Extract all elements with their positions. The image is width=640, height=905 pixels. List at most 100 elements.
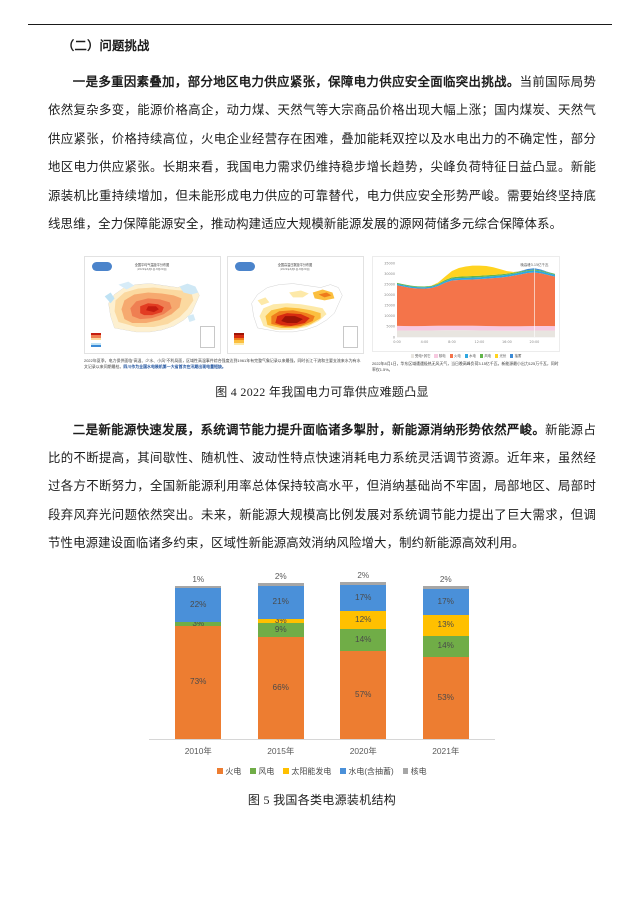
bar-top-label: 2% [357, 570, 370, 580]
legend-label: 核电 [438, 354, 446, 359]
generation-mix-legend-item: 火电 [217, 766, 241, 777]
svg-text:5000: 5000 [386, 325, 395, 329]
generation-mix-legend-item: 太阳能发电 [283, 766, 331, 777]
legend-label: 风电 [484, 354, 492, 359]
map-temperature-colorbar [91, 333, 101, 348]
generation-mix-legend-item: 水电(含抽蓄) [340, 766, 394, 777]
bar-segment: 9% [257, 623, 304, 638]
legend-label: 核电 [410, 766, 427, 776]
maps-caption-highlight: 四川作为全国水电装机第一大省首次在汛期出现电量短缺。 [123, 364, 226, 370]
load-curve-legend-item: 光伏 [495, 353, 506, 358]
legend-swatch [434, 354, 438, 358]
load-curve-chart: 0 5000 10000 15000 20000 25000 30000 35000 0:00 4… [372, 256, 560, 353]
section-heading: （二）问题挑战 [62, 39, 150, 53]
legend-swatch [449, 354, 453, 358]
bar-segment [422, 586, 469, 590]
bar-segment [175, 586, 222, 588]
bar-segment: 17% [422, 589, 469, 616]
map-temperature-anomaly: 全国平均气温距平分布图 （2022年6月1日-8月29日） [84, 256, 221, 355]
bar-segment: 12% [340, 610, 387, 630]
svg-text:30000: 30000 [384, 272, 395, 276]
bar-segment: 3% [257, 618, 304, 624]
figure-4-area-panel: 0 5000 10000 15000 20000 25000 30000 35000 0:00 4… [372, 256, 560, 372]
bar-segment: 14% [340, 629, 387, 651]
bar-stack: 22% 3% 73% [175, 586, 222, 739]
bar-column[interactable]: 2% 17% 12% 14% 57% [340, 570, 387, 739]
bar-column[interactable]: 1% 22% 3% 73% [175, 575, 222, 739]
maps-row: 全国平均气温距平分布图 （2022年6月1日-8月29日） [84, 256, 364, 355]
bar-top-label: 2% [274, 572, 287, 582]
figure-5: 1% 22% 3% 73% 2% 21% 3% 9% 66% 2% 17% 12% 14% 57% 2% 17… [48, 570, 596, 777]
bar-segment: 66% [257, 637, 304, 739]
svg-text:20:00: 20:00 [530, 340, 540, 344]
svg-text:全国高温日数距平分布图: 全国高温日数距平分布图 [278, 262, 313, 267]
map-inset-south-sea [343, 326, 358, 349]
bar-segment: 57% [340, 650, 387, 739]
svg-text:25000: 25000 [384, 283, 395, 287]
legend-label: 火电 [454, 354, 461, 359]
legend-swatch [340, 768, 346, 774]
legend-label: 太阳能发电 [291, 766, 332, 776]
svg-text:（2022年6月1日-8月29日）: （2022年6月1日-8月29日） [135, 267, 168, 271]
generation-mix-legend-item: 核电 [402, 766, 427, 777]
legend-label: 水电(含抽蓄) [348, 766, 394, 776]
bar-top-label: 1% [192, 575, 205, 585]
bar-segment: 73% [175, 626, 222, 739]
maps-caption: 2022年夏季，电力保供面临“高温、少水、小风”不利局面，区域性高温事件综合强度… [84, 358, 364, 369]
legend-swatch [250, 768, 256, 774]
cma-logo-icon [92, 262, 112, 272]
paragraph-2-lead: 二是新能源快速发展，系统调节能力提升面临诸多掣肘，新能源消纳形势依然严峻。 [72, 422, 546, 437]
bar-column[interactable]: 2% 21% 3% 9% 66% [257, 572, 304, 739]
svg-text:0: 0 [393, 336, 395, 340]
maps-caption-text: 2022年夏季，电力保供面临“高温、少水、小风”不利局面，区域性高温事件综合强度… [84, 358, 361, 370]
load-curve-legend-item: 水电 [464, 353, 476, 359]
x-axis-tick: 2010年 [184, 745, 212, 756]
svg-text:20000: 20000 [384, 293, 395, 297]
bar-segment: 22% [175, 587, 222, 622]
bar-stack: 17% 13% 14% 53% [422, 586, 469, 739]
generation-mix-chart: 1% 22% 3% 73% 2% 21% 3% 9% 66% 2% 17% 12% 14% 57% 2% 17… [149, 570, 495, 777]
svg-text:全国平均气温距平分布图: 全国平均气温距平分布图 [135, 262, 170, 267]
figure-4-maps-panel: 全国平均气温距平分布图 （2022年6月1日-8月29日） [84, 256, 364, 370]
svg-text:晚高峰3.15亿千瓦: 晚高峰3.15亿千瓦 [520, 262, 549, 267]
generation-mix-plot: 1% 22% 3% 73% 2% 21% 3% 9% 66% 2% 17% 12% 14% 57% 2% 17… [149, 570, 495, 740]
x-axis-tick: 2015年 [267, 745, 295, 756]
bar-column[interactable]: 2% 17% 13% 14% 53% [422, 575, 469, 739]
map-inset-south-sea [200, 326, 215, 349]
legend-swatch [402, 768, 409, 774]
load-curve-legend-item: 抽蓄 [510, 353, 521, 358]
bar-segment: 13% [422, 615, 469, 636]
legend-label: 风电 [258, 766, 275, 776]
generation-mix-x-axis: 2010年 2015年 2020年 2021年 [149, 745, 495, 757]
legend-swatch [495, 354, 499, 358]
bar-segment [340, 581, 387, 585]
figure-4: 全国平均气温距平分布图 （2022年6月1日-8月29日） [48, 256, 596, 372]
legend-swatch [217, 768, 223, 774]
svg-text:15000: 15000 [384, 304, 395, 308]
load-curve-legend-item: 风电 [479, 353, 492, 359]
legend-swatch [464, 354, 468, 358]
svg-text:35000: 35000 [384, 262, 395, 266]
svg-text:0:00: 0:00 [393, 340, 401, 344]
legend-swatch [283, 768, 289, 774]
svg-text:16:00: 16:00 [502, 340, 512, 344]
generation-mix-legend-item: 风电 [250, 766, 274, 777]
map-hot-days-canvas: 全国高温日数距平分布图 （2022年6月1日-8月29日） [251, 262, 343, 333]
svg-text:8:00: 8:00 [448, 340, 456, 344]
bar-stack: 21% 3% 9% 66% [257, 583, 304, 739]
load-curve-legend: 受电+其它 核电 火电 水电 风电 光伏 抽蓄 [372, 353, 560, 358]
map-temperature-canvas: 全国平均气温距平分布图 （2022年6月1日-8月29日） [104, 262, 200, 333]
paragraph-2-body: 新能源占比的不断提高，其间歇性、随机性、波动性特点快速消耗电力系统灵活调节资源。… [48, 422, 596, 551]
legend-label: 受电+其它 [414, 354, 431, 359]
cma-logo-icon [235, 262, 255, 272]
legend-label: 水电 [469, 354, 476, 359]
page-content: （二）问题挑战 一是多重因素叠加，部分地区电力供应紧张，保障电力供应安全面临突出… [48, 36, 596, 808]
legend-swatch [410, 354, 414, 358]
generation-mix-legend: 火电 风电 太阳能发电 水电(含抽蓄) 核电 [149, 766, 495, 777]
bar-segment: 53% [422, 657, 469, 739]
load-curve-legend-item: 核电 [434, 353, 446, 359]
bar-segment: 14% [422, 635, 469, 658]
paragraph-1: 一是多重因素叠加，部分地区电力供应紧张，保障电力供应安全面临突出挑战。当前国际局… [48, 68, 596, 238]
load-curve-legend-item: 受电+其它 [410, 353, 431, 359]
